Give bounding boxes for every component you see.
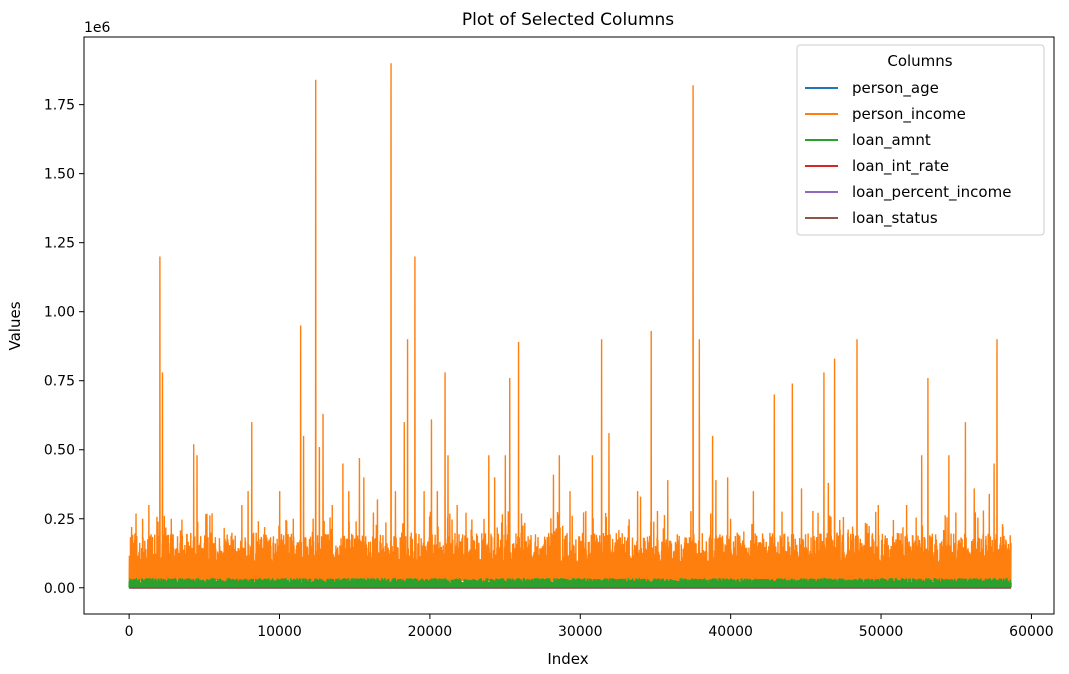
legend-title: Columns xyxy=(887,52,952,70)
y-tick-label: 1.25 xyxy=(44,236,75,252)
legend-entry-loan-status: loan_status xyxy=(805,209,938,228)
x-tick-label: 10000 xyxy=(257,624,302,640)
legend-entries: person_age person_income loan_amnt loan_int… xyxy=(805,79,1011,228)
y-tick-label: 1.75 xyxy=(44,98,75,114)
legend: Columns person_age person_income loan_amnt… xyxy=(796,44,1045,236)
x-tick-label: 0 xyxy=(125,624,134,640)
y-tick-label: 0.25 xyxy=(44,512,75,528)
x-axis-ticks: 0 10000 20000 30000 40000 50000 60000 xyxy=(125,614,1054,640)
legend-entry-loan-int-rate: loan_int_rate xyxy=(805,157,949,176)
series-line-person-income xyxy=(128,63,1012,582)
legend-label: loan_percent_income xyxy=(852,183,1011,202)
y-tick-label: 0.75 xyxy=(44,374,75,390)
legend-entry-person-age: person_age xyxy=(805,79,939,98)
plot-area-frame xyxy=(83,36,1055,615)
plot-lines xyxy=(128,63,1012,589)
legend-entry-loan-percent-income: loan_percent_income xyxy=(805,183,1011,202)
x-tick-label: 20000 xyxy=(408,624,453,640)
y-tick-label: 1.50 xyxy=(44,167,75,183)
y-tick-label: 0.50 xyxy=(44,443,75,459)
legend-label: loan_status xyxy=(852,209,938,228)
series-line-loan-amnt xyxy=(128,578,1012,588)
legend-box xyxy=(796,44,1045,236)
x-tick-label: 40000 xyxy=(708,624,753,640)
y-tick-label: 1.00 xyxy=(44,305,75,321)
x-tick-label: 30000 xyxy=(558,624,603,640)
x-tick-label: 50000 xyxy=(859,624,904,640)
legend-entry-loan-amnt: loan_amnt xyxy=(805,131,931,150)
legend-label: person_age xyxy=(852,79,939,98)
y-axis-ticks: 0.00 0.25 0.50 0.75 1.00 1.25 1.50 1.75 xyxy=(44,98,84,597)
x-tick-label: 60000 xyxy=(1009,624,1054,640)
legend-label: person_income xyxy=(852,105,966,124)
y-scale-label: 1e6 xyxy=(84,20,111,36)
legend-label: loan_amnt xyxy=(852,131,931,150)
y-tick-label: 0.00 xyxy=(44,581,75,597)
y-axis-label: Values xyxy=(6,301,24,350)
chart-title: Plot of Selected Columns xyxy=(462,10,674,30)
legend-label: loan_int_rate xyxy=(852,157,949,176)
legend-entry-person-income: person_income xyxy=(805,105,966,124)
x-axis-label: Index xyxy=(547,650,588,668)
